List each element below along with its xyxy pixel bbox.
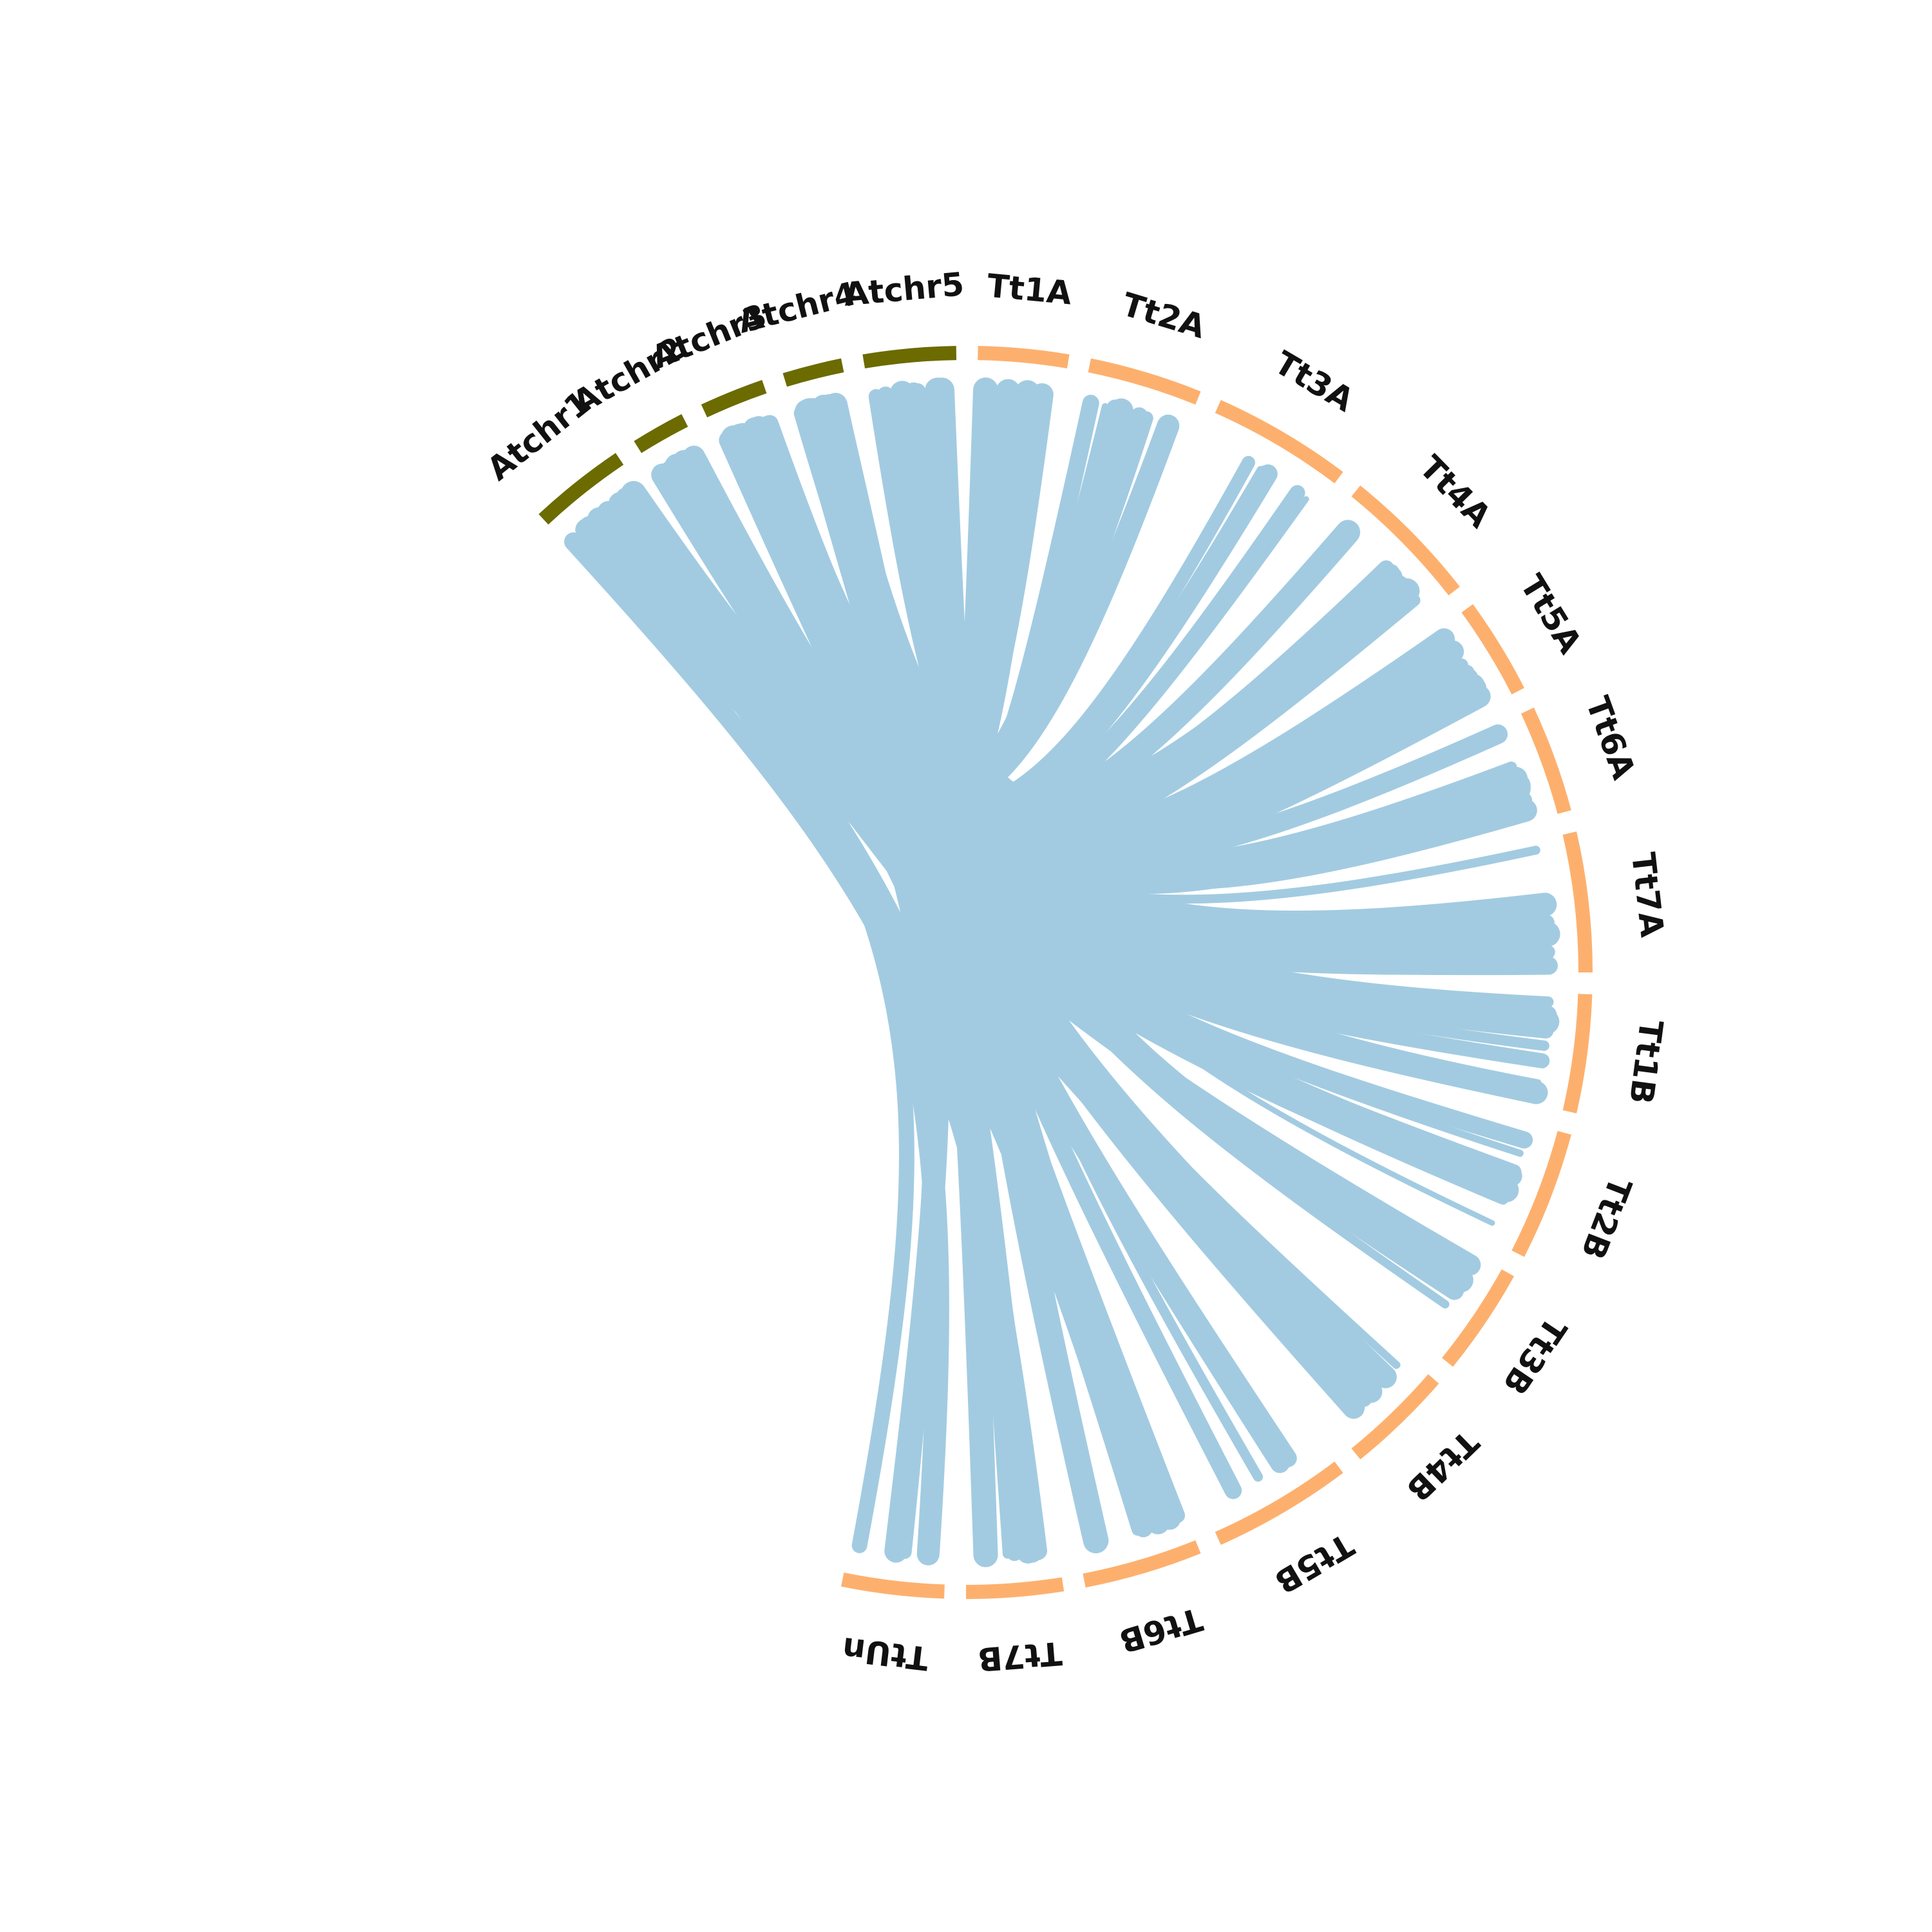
chromosome-segment-tt2a [1088,358,1201,405]
chromosome-segment-atchr4 [782,358,844,387]
chromosome-segment-tt7a [1562,831,1593,973]
chromosome-segment-tt7b [965,1577,1065,1599]
synteny-link [818,394,950,1563]
chromosome-segment-atchr5 [862,346,957,369]
chromosome-segment-tt5b [1215,1461,1343,1545]
chromosome-segment-tt5a [1461,604,1524,695]
chromosome-segment-atchr1 [538,453,624,525]
chromosome-segment-tt3b [1442,1269,1515,1367]
chromosome-segment-tt2b [1511,1131,1571,1257]
chromosome-segment-atchr3 [701,380,767,418]
chromosome-label-tt1a: Tt1A [985,267,1074,312]
chromosome-ideogram-ring [538,346,1593,1599]
synteny-link [621,489,914,1553]
synteny-link [729,435,941,1557]
chromosome-segment-tt3a [1215,400,1343,484]
chromosome-segment-tt1b [1562,994,1593,1113]
chromosome-segment-atchr2 [634,414,688,453]
chromosome-segment-ttun [841,1572,945,1599]
chromosome-segment-tt4b [1351,1374,1439,1460]
synteny-links [564,377,1560,1567]
chromosome-segment-tt1a [978,346,1070,369]
chromosome-segment-tt6b [1083,1540,1201,1588]
chromosome-label-tt7b: Tt7B [976,1634,1063,1678]
chromosome-segment-tt4a [1351,485,1460,596]
synteny-link [926,385,1013,1559]
chromosome-segment-tt6a [1520,707,1571,814]
